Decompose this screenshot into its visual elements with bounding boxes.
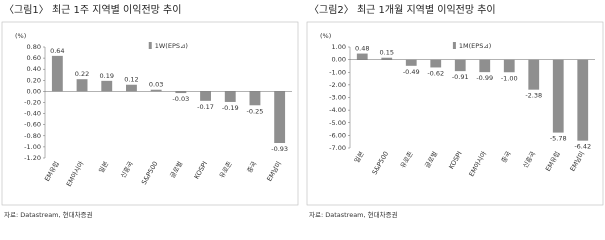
unit-label: (%) — [320, 32, 331, 40]
data-label: 0.12 — [124, 76, 138, 84]
bar — [51, 55, 63, 92]
bar — [430, 59, 442, 68]
unit-label: (%) — [15, 32, 26, 40]
data-label: -1.00 — [501, 74, 518, 82]
y-tick-label: -0.20 — [24, 99, 41, 107]
y-tick-label: -1.20 — [24, 154, 41, 162]
data-label: 0.48 — [355, 45, 369, 53]
data-label: -2.38 — [525, 92, 542, 100]
x-tick-label: EM남미 — [264, 159, 283, 182]
x-tick-label: 중국 — [500, 150, 513, 164]
x-tick-label: 유로존 — [399, 150, 415, 170]
x-tick-label: 신흥국 — [520, 149, 537, 169]
data-label: -0.25 — [247, 107, 264, 115]
data-label: -0.03 — [172, 95, 189, 103]
bar — [175, 91, 187, 94]
bar — [274, 91, 286, 144]
source: 자료: Datastream, 현대차증권 — [309, 210, 398, 219]
x-tick-label: EM아시아 — [64, 159, 86, 187]
data-label: 0.64 — [50, 47, 64, 55]
chart-title: 〈그림2〉 최근 1개월 지역별 이익전망 추이 — [309, 4, 496, 16]
x-tick-label: 일본 — [96, 159, 110, 174]
y-tick-label: -0.40 — [24, 110, 41, 118]
x-tick-label: 중국 — [246, 160, 259, 174]
data-label: -5.78 — [550, 135, 567, 143]
bar — [126, 84, 137, 92]
data-label: -0.93 — [271, 145, 288, 153]
y-tick-label: -4.00 — [329, 106, 346, 114]
data-label: -6.42 — [574, 143, 591, 151]
bar — [76, 79, 88, 92]
x-tick-label: EM아시아 — [467, 149, 489, 177]
bar — [150, 89, 162, 92]
x-tick-label: EM유럽 — [42, 159, 61, 182]
y-tick-label: 1.00 — [332, 43, 346, 51]
data-label: 0.03 — [149, 81, 163, 89]
frame — [306, 21, 604, 206]
y-tick-label: -5.00 — [329, 119, 346, 127]
x-tick-label: 신흥국 — [118, 159, 135, 179]
x-tick-label: 일본 — [352, 149, 366, 164]
y-tick-label: 0.20 — [27, 76, 41, 84]
data-label: -0.17 — [197, 103, 214, 111]
x-tick-label: 유로존 — [218, 160, 234, 180]
bar — [200, 91, 211, 101]
x-tick-label: S&P500 — [140, 160, 160, 186]
y-tick-label: -1.00 — [329, 68, 346, 76]
y-tick-label: 0.80 — [27, 43, 41, 51]
data-label: -0.91 — [452, 73, 469, 81]
y-tick-label: 0.00 — [27, 87, 41, 95]
x-tick-label: EM남미 — [568, 149, 587, 172]
y-tick-label: -1.00 — [24, 143, 41, 151]
bar — [479, 59, 491, 73]
x-tick-label: EM유럽 — [543, 149, 562, 172]
data-label: 0.22 — [75, 70, 89, 78]
y-tick-label: 0.60 — [27, 54, 41, 62]
bar — [405, 59, 417, 66]
y-tick-label: 0.40 — [27, 65, 41, 73]
data-label: -0.62 — [427, 69, 444, 77]
source: 자료: Datastream, 현대차증권 — [4, 210, 93, 219]
bar — [454, 59, 466, 72]
data-label: -0.49 — [403, 68, 420, 76]
y-tick-label: -3.00 — [329, 94, 346, 102]
data-label: 0.19 — [100, 72, 114, 80]
x-tick-label: 글로벌 — [422, 149, 439, 169]
bar — [577, 59, 589, 141]
page: 〈그림1〉 최근 1주 지역별 이익전망 추이 (%) 자료: Datastream… — [1, 4, 604, 219]
data-label: -0.99 — [476, 74, 493, 82]
bar — [552, 59, 564, 133]
chart-title: 〈그림1〉 최근 1주 지역별 이익전망 추이 — [4, 4, 181, 16]
data-label: 0.15 — [380, 49, 394, 57]
x-tick-label: 글로벌 — [168, 159, 185, 179]
y-tick-label: 0.00 — [332, 56, 346, 64]
bar — [356, 53, 368, 60]
legend-swatch — [148, 42, 152, 49]
bar — [503, 59, 515, 73]
y-tick-label: -2.00 — [329, 81, 346, 89]
bar — [224, 91, 236, 102]
y-tick-label: -7.00 — [329, 144, 346, 152]
bar — [381, 57, 393, 60]
data-label: -0.19 — [222, 104, 239, 112]
x-tick-label: KOSPI — [193, 160, 209, 181]
y-tick-label: -0.60 — [24, 121, 41, 129]
legend-label: 1W(EPS⊿) — [155, 42, 188, 50]
x-tick-label: KOSPI — [447, 150, 463, 171]
bar — [249, 91, 261, 106]
y-tick-label: -6.00 — [329, 131, 346, 139]
legend-label: 1M(EPS⊿) — [459, 42, 491, 50]
y-tick-label: -0.80 — [24, 132, 41, 140]
bar — [528, 59, 540, 90]
legend-swatch — [452, 42, 456, 49]
frame — [1, 21, 299, 206]
x-tick-label: S&P500 — [371, 150, 391, 176]
bar — [101, 80, 113, 92]
